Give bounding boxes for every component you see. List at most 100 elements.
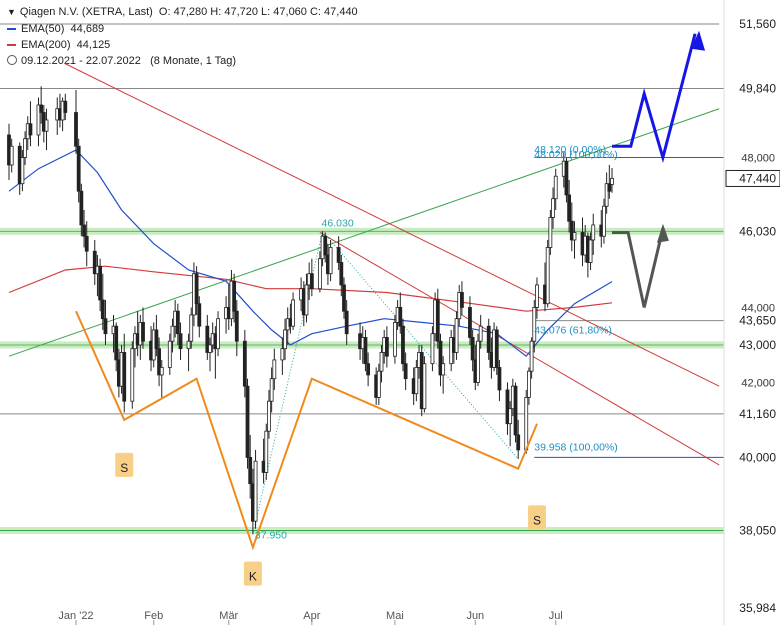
y-tick-label: 42,000 [741, 377, 775, 389]
x-tick-label: Feb [144, 610, 163, 622]
candle [205, 325, 210, 353]
x-tick-label: Jun [466, 610, 484, 622]
candle [63, 100, 68, 113]
fib-connector [252, 231, 324, 535]
clock-icon [7, 55, 17, 65]
candle [264, 430, 269, 473]
candle [403, 363, 408, 380]
candle [44, 119, 49, 132]
y-tick-label: 44,000 [741, 302, 775, 314]
candle [438, 340, 443, 376]
trendline-red-downtrend-1 [65, 63, 720, 387]
price-tag: 49,840 [739, 81, 776, 95]
candle [232, 280, 237, 312]
ema50-legend: EMA(50) 44,689 [7, 23, 104, 35]
ohlc-readout: O: 47,280 H: 47,720 L: 47,060 C: 47,440 [158, 6, 358, 18]
candle [23, 138, 27, 158]
candle [36, 104, 41, 136]
price-tag: 38,050 [739, 524, 776, 538]
chevron-down-icon[interactable]: ▼ [7, 7, 16, 17]
fib-level-label: 48.120 (0,00%) [534, 144, 606, 156]
price-tag-box [726, 600, 780, 616]
x-tick-label: Jan '22 [58, 610, 93, 622]
trendline-green-uptrend [8, 108, 720, 357]
candle [317, 258, 322, 290]
candle [604, 183, 609, 207]
candle [535, 284, 539, 308]
candle [441, 363, 446, 376]
pattern-label-box [527, 505, 546, 530]
instrument-name: Qiagen N.V. (XETRA, Last) [19, 6, 153, 18]
fib-level-label: 43.076 (61,80%) [534, 325, 612, 337]
ema50-label: EMA(50) [21, 23, 65, 35]
candle [401, 325, 405, 365]
x-tick-label: Mai [386, 610, 404, 622]
candle [344, 310, 349, 335]
candle [470, 337, 475, 361]
fib-level-label: 48.020 (100,00%) [534, 149, 617, 161]
date-range: 09.12.2021 - 22.07.2022 [21, 55, 141, 67]
candle [328, 247, 333, 275]
y-tick-label: 48,000 [741, 152, 775, 164]
y-tick-label: 42,000 [741, 377, 775, 389]
price-tag: 40,000 [739, 450, 776, 464]
fib-level-label: 39.958 (100,00%) [534, 442, 617, 454]
fib-low-label: 37.950 [255, 529, 287, 541]
price-tag: 41,160 [739, 407, 776, 421]
price-tag-box [726, 522, 780, 539]
price-tag-box [726, 312, 780, 329]
y-tick-label: 48,000 [741, 152, 775, 164]
candle [591, 224, 596, 241]
candle [28, 123, 33, 136]
candle [393, 322, 397, 357]
candle [74, 112, 78, 147]
projection-down-arrowhead [656, 223, 669, 243]
ema200-legend: EMA(200) 44,125 [7, 39, 110, 51]
candle [610, 178, 614, 185]
projection-up-arrowhead [691, 30, 706, 51]
price-tag-box [726, 405, 780, 422]
range-note: (8 Monate, 1 Tag) [150, 55, 237, 67]
candle [384, 337, 389, 357]
candle [468, 307, 472, 338]
price-tag-box [726, 223, 780, 240]
candle [267, 400, 271, 432]
price-tag: 46,030 [739, 224, 776, 238]
candle [486, 325, 491, 353]
candle [339, 262, 344, 286]
ema50-value: 44,689 [70, 23, 105, 35]
candle [524, 397, 529, 451]
candle [567, 194, 572, 222]
ema200-swatch [7, 44, 16, 47]
candle [508, 408, 513, 425]
candle [197, 303, 202, 327]
candle [379, 352, 384, 372]
candle [39, 104, 44, 113]
candle [529, 340, 534, 372]
candle [157, 348, 161, 376]
y-tick-label: 44,000 [741, 302, 775, 314]
trendline-red-downtrend-2 [319, 232, 720, 466]
x-tick-label: Apr [303, 610, 320, 622]
candles [7, 86, 614, 535]
range-readout: 09.12.2021 - 22.07.2022 (8 Monate, 1 Tag… [7, 55, 236, 67]
candle [186, 340, 191, 350]
candle [141, 322, 145, 342]
candle [114, 325, 119, 361]
candle [422, 363, 427, 410]
ema50-swatch [7, 28, 16, 31]
price-tag: 35,984 [739, 601, 776, 615]
sks-pattern-line [75, 310, 538, 551]
candle [82, 224, 86, 237]
candle [551, 198, 555, 218]
candle [20, 157, 25, 185]
candle [154, 329, 159, 350]
ema50-line [8, 149, 613, 358]
candle [100, 299, 105, 320]
pattern-label-box [243, 561, 262, 586]
candle [208, 344, 212, 353]
candle [9, 145, 14, 166]
candle [607, 183, 612, 192]
